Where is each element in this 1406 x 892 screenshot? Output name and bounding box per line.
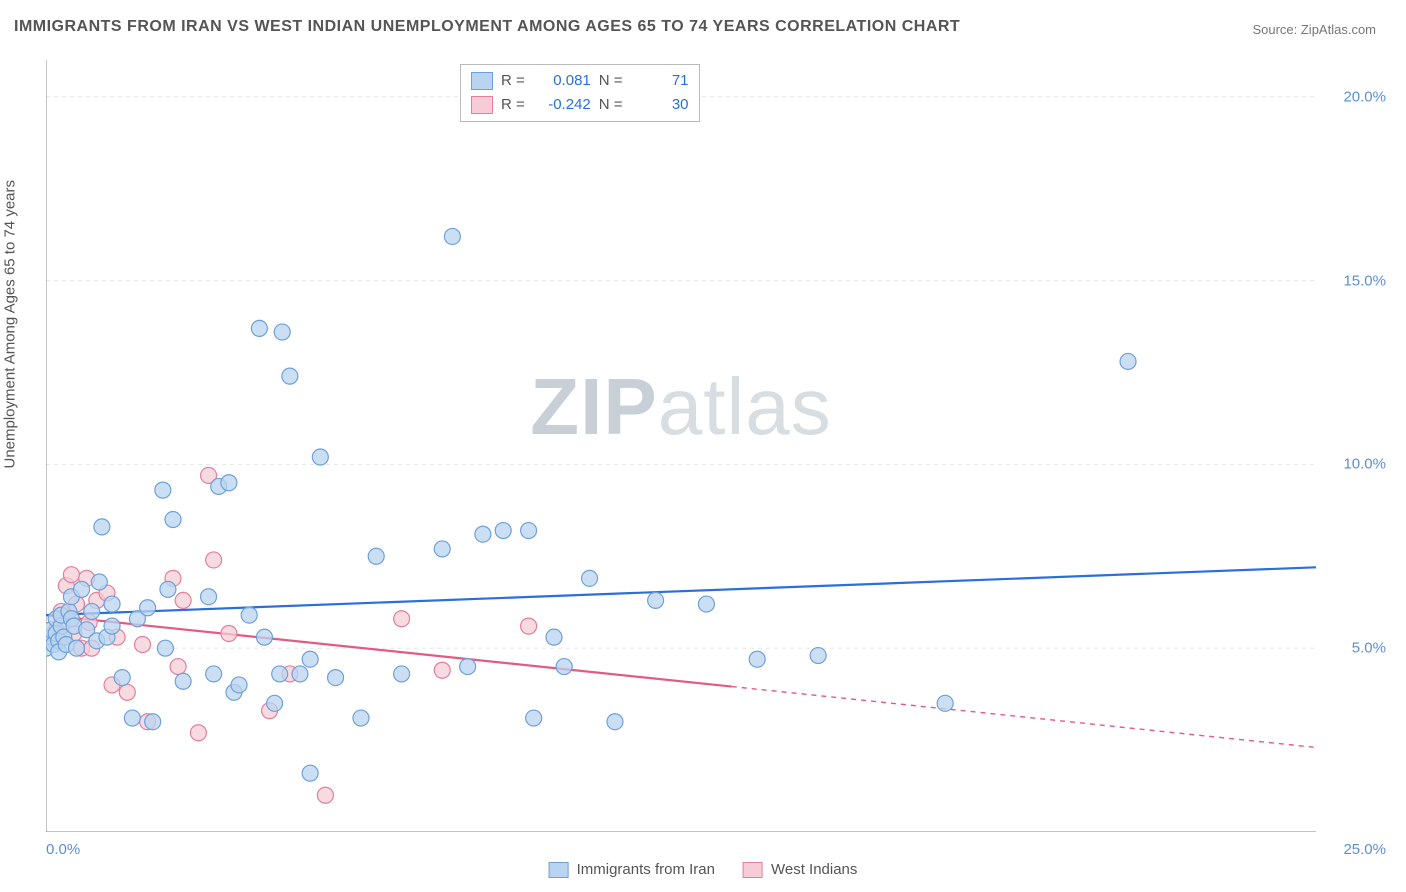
source-label: Source: ZipAtlas.com: [1252, 22, 1376, 37]
n-value-windian: 30: [631, 93, 689, 117]
legend-item-windian: West Indians: [743, 861, 857, 878]
swatch-iran: [471, 72, 493, 90]
chart-title: IMMIGRANTS FROM IRAN VS WEST INDIAN UNEM…: [14, 18, 960, 36]
ytick-label: 15.0%: [1343, 272, 1386, 289]
xtick-label: 0.0%: [46, 841, 80, 858]
r-label: R =: [501, 69, 525, 93]
ytick-label: 5.0%: [1352, 640, 1386, 657]
xtick-label: 25.0%: [1343, 841, 1386, 858]
chart-svg: [46, 60, 1316, 832]
r-value-iran: 0.081: [533, 69, 591, 93]
legend-label-iran: Immigrants from Iran: [577, 861, 715, 878]
stats-row-iran: R = 0.081 N = 71: [471, 69, 689, 93]
legend-swatch-windian: [743, 862, 763, 878]
ytick-label: 20.0%: [1343, 88, 1386, 105]
y-axis-label: Unemployment Among Ages 65 to 74 years: [2, 180, 19, 469]
n-value-iran: 71: [631, 69, 689, 93]
ytick-label: 10.0%: [1343, 456, 1386, 473]
stats-legend: R = 0.081 N = 71 R = -0.242 N = 30: [460, 64, 700, 122]
n-label: N =: [599, 93, 623, 117]
bottom-legend: Immigrants from Iran West Indians: [549, 861, 858, 878]
r-value-windian: -0.242: [533, 93, 591, 117]
plot-area: ZIPatlas: [46, 60, 1316, 832]
r-label: R =: [501, 93, 525, 117]
legend-swatch-iran: [549, 862, 569, 878]
legend-label-windian: West Indians: [771, 861, 857, 878]
swatch-windian: [471, 96, 493, 114]
legend-item-iran: Immigrants from Iran: [549, 861, 715, 878]
stats-row-windian: R = -0.242 N = 30: [471, 93, 689, 117]
n-label: N =: [599, 69, 623, 93]
